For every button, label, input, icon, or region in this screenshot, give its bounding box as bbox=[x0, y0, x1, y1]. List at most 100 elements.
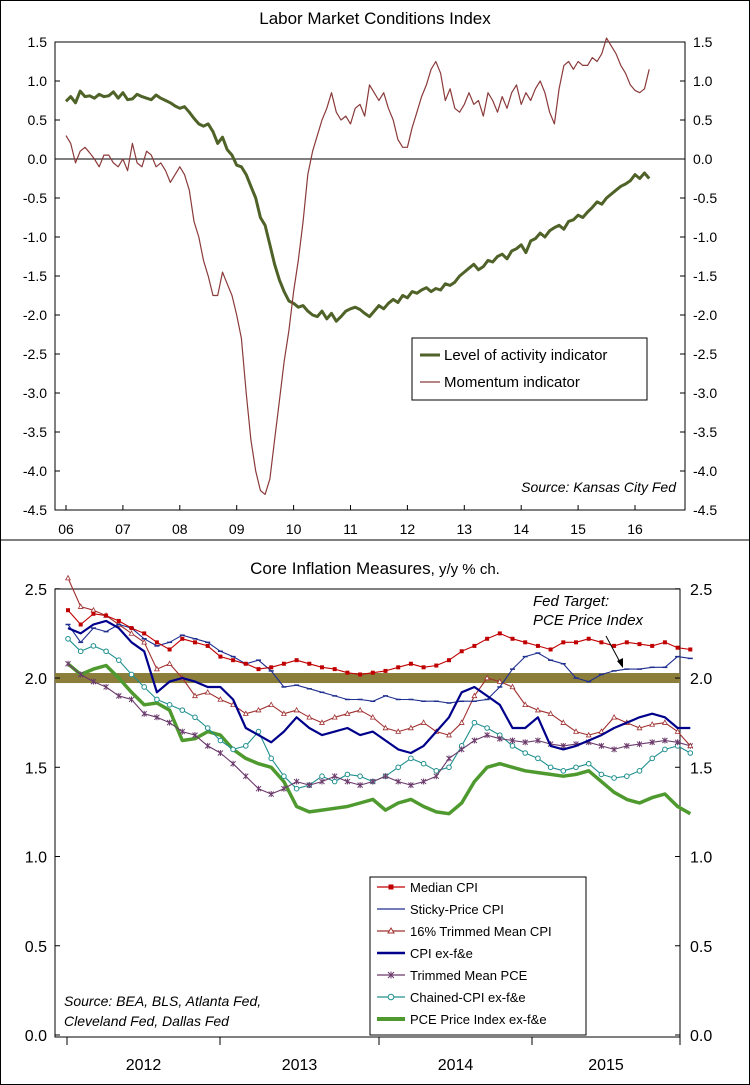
point-median-cpi bbox=[548, 647, 553, 652]
fed-target-label-1: Fed Target: bbox=[533, 593, 609, 610]
point-chained-cpi-ex-f-e bbox=[560, 768, 567, 774]
chart1-ytick-label-left: 1.5 bbox=[28, 34, 48, 50]
point-median-cpi bbox=[396, 665, 401, 670]
point-16-trimmed-mean-cpi bbox=[153, 665, 160, 672]
point-trimmed-mean-pce bbox=[192, 732, 198, 739]
point-trimmed-mean-pce bbox=[77, 671, 84, 678]
chart2-ytick-label-right: 1.0 bbox=[690, 850, 712, 867]
chart2-legend-box bbox=[369, 876, 587, 1036]
point-trimmed-mean-pce bbox=[623, 742, 630, 749]
chart1-xtick-label: 08 bbox=[172, 521, 188, 537]
fed-target-band bbox=[55, 673, 680, 684]
point-median-cpi bbox=[586, 636, 591, 641]
point-trimmed-mean-pce bbox=[141, 710, 148, 717]
legend-label-sticky-price-cpi: Sticky-Price CPI bbox=[410, 902, 504, 917]
legend-label-momentum: Momentum indicator bbox=[444, 374, 580, 391]
chart1-left-axis: 1.5 1.0 0.5 0.0 -0.5 -1.0 -1.5 -2.0 -2.5 -3.0 -3.5… bbox=[23, 34, 60, 518]
point-chained-cpi-ex-f-e bbox=[141, 684, 147, 690]
point-trimmed-mean-pce bbox=[598, 742, 605, 749]
point-median-cpi bbox=[624, 640, 629, 645]
point-trimmed-mean-pce bbox=[90, 678, 97, 685]
point-16-trimmed-mean-cpi bbox=[407, 724, 414, 731]
point-median-cpi bbox=[154, 640, 159, 645]
point-16-trimmed-mean-cpi bbox=[611, 713, 618, 720]
legend-marker-trimmed-mean-pce bbox=[387, 971, 395, 979]
point-16-trimmed-mean-cpi bbox=[446, 731, 452, 738]
point-chained-cpi-ex-f-e bbox=[116, 657, 122, 663]
point-chained-cpi-ex-f-e bbox=[128, 671, 135, 678]
point-16-trimmed-mean-cpi bbox=[585, 731, 592, 738]
point-trimmed-mean-pce bbox=[204, 742, 211, 749]
point-trimmed-mean-pce bbox=[255, 785, 262, 792]
point-16-trimmed-mean-cpi bbox=[534, 706, 541, 713]
point-trimmed-mean-pce bbox=[433, 773, 440, 780]
fed-target-arrow-shaft bbox=[605, 635, 622, 665]
point-median-cpi bbox=[104, 613, 109, 618]
chart1-xtick-label: 14 bbox=[513, 521, 529, 537]
point-trimmed-mean-pce bbox=[369, 778, 376, 785]
point-median-cpi bbox=[294, 658, 299, 663]
point-trimmed-mean-pce bbox=[154, 714, 160, 721]
point-chained-cpi-ex-f-e bbox=[217, 737, 224, 744]
point-median-cpi bbox=[345, 670, 350, 675]
point-median-cpi bbox=[408, 661, 413, 666]
chart1-legend: Level of activity indicator Momentum ind… bbox=[411, 337, 648, 401]
point-trimmed-mean-pce bbox=[395, 778, 402, 785]
point-chained-cpi-ex-f-e bbox=[65, 635, 71, 642]
point-trimmed-mean-pce bbox=[382, 773, 389, 780]
point-chained-cpi-ex-f-e bbox=[687, 750, 694, 756]
core-inflation-chart: Core Inflation Measures, y/y % ch. 2.52.… bbox=[25, 559, 713, 1074]
point-trimmed-mean-pce bbox=[420, 778, 427, 785]
point-16-trimmed-mean-cpi bbox=[598, 728, 605, 734]
point-trimmed-mean-pce bbox=[649, 739, 656, 746]
point-median-cpi bbox=[167, 647, 172, 652]
series-line-median-cpi bbox=[67, 609, 691, 676]
point-chained-cpi-ex-f-e bbox=[484, 725, 490, 731]
point-median-cpi bbox=[561, 640, 566, 645]
series-line-level-of-activity bbox=[64, 89, 651, 323]
point-trimmed-mean-pce bbox=[242, 773, 249, 780]
point-16-trimmed-mean-cpi bbox=[268, 701, 275, 708]
point-trimmed-mean-pce bbox=[268, 791, 275, 798]
point-median-cpi bbox=[472, 643, 477, 648]
point-chained-cpi-ex-f-e bbox=[522, 750, 529, 756]
point-median-cpi bbox=[116, 618, 121, 623]
point-chained-cpi-ex-f-e bbox=[535, 755, 541, 762]
chart1-xtick-label: 09 bbox=[229, 521, 245, 537]
point-chained-cpi-ex-f-e bbox=[243, 743, 249, 749]
point-chained-cpi-ex-f-e bbox=[192, 714, 198, 721]
chart1-xtick-label: 16 bbox=[627, 521, 643, 537]
chart1-xtick-label: 12 bbox=[400, 521, 416, 537]
chart2-ytick-label-left: 1.0 bbox=[25, 850, 47, 867]
chart2-x-axis: 2012 2013 2014 2015 bbox=[66, 1037, 681, 1074]
point-median-cpi bbox=[91, 611, 96, 616]
point-trimmed-mean-pce bbox=[179, 728, 186, 735]
point-trimmed-mean-pce bbox=[662, 737, 668, 744]
chart2-legend: Median CPI Sticky-Price CPI 16% Trimmed Me… bbox=[369, 876, 587, 1036]
point-trimmed-mean-pce bbox=[128, 696, 135, 703]
point-trimmed-mean-pce bbox=[458, 746, 465, 753]
point-16-trimmed-mean-cpi bbox=[319, 719, 325, 725]
point-16-trimmed-mean-cpi bbox=[280, 710, 287, 716]
point-16-trimmed-mean-cpi bbox=[484, 674, 491, 681]
legend-label-median-cpi: Median CPI bbox=[410, 880, 478, 895]
point-median-cpi bbox=[307, 661, 312, 666]
point-16-trimmed-mean-cpi bbox=[395, 728, 402, 734]
point-chained-cpi-ex-f-e bbox=[509, 743, 516, 749]
point-chained-cpi-ex-f-e bbox=[585, 760, 592, 767]
chart1-xtick-label: 07 bbox=[115, 521, 131, 537]
chart1-ytick-label-right: -1.0 bbox=[693, 229, 717, 245]
point-chained-cpi-ex-f-e bbox=[331, 778, 338, 785]
chart2-ytick-label-left: 2.0 bbox=[25, 671, 47, 688]
point-median-cpi bbox=[447, 658, 451, 663]
point-median-cpi bbox=[193, 640, 197, 645]
point-chained-cpi-ex-f-e bbox=[611, 775, 617, 781]
point-16-trimmed-mean-cpi bbox=[509, 683, 516, 690]
chart1-ytick-label-left: 0.5 bbox=[28, 112, 48, 128]
chart1-ytick-label-right: -3.5 bbox=[693, 424, 717, 440]
chart1-right-axis: 1.5 1.0 0.5 0.0 -0.5 -1.0 -1.5 -2.0 -2.5 -3.0 -3.5… bbox=[680, 34, 717, 518]
point-16-trimmed-mean-cpi bbox=[141, 638, 148, 645]
point-median-cpi bbox=[320, 665, 324, 670]
point-chained-cpi-ex-f-e bbox=[573, 764, 579, 771]
point-16-trimmed-mean-cpi bbox=[242, 710, 249, 716]
